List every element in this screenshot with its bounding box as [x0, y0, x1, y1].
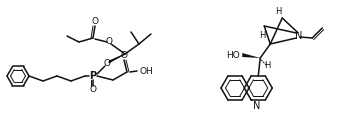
Polygon shape — [242, 53, 260, 58]
Text: N: N — [253, 101, 260, 111]
Text: O: O — [105, 38, 112, 46]
Text: H: H — [264, 61, 271, 71]
Text: O: O — [91, 18, 98, 26]
Text: P: P — [90, 71, 97, 81]
Text: O: O — [120, 52, 127, 60]
Text: O: O — [90, 86, 97, 94]
Text: HO: HO — [226, 51, 240, 59]
Polygon shape — [109, 54, 125, 64]
Text: O: O — [104, 59, 111, 69]
Text: H: H — [275, 7, 281, 15]
Text: N: N — [295, 31, 302, 41]
Text: H: H — [259, 32, 265, 40]
Text: OH: OH — [139, 67, 153, 75]
